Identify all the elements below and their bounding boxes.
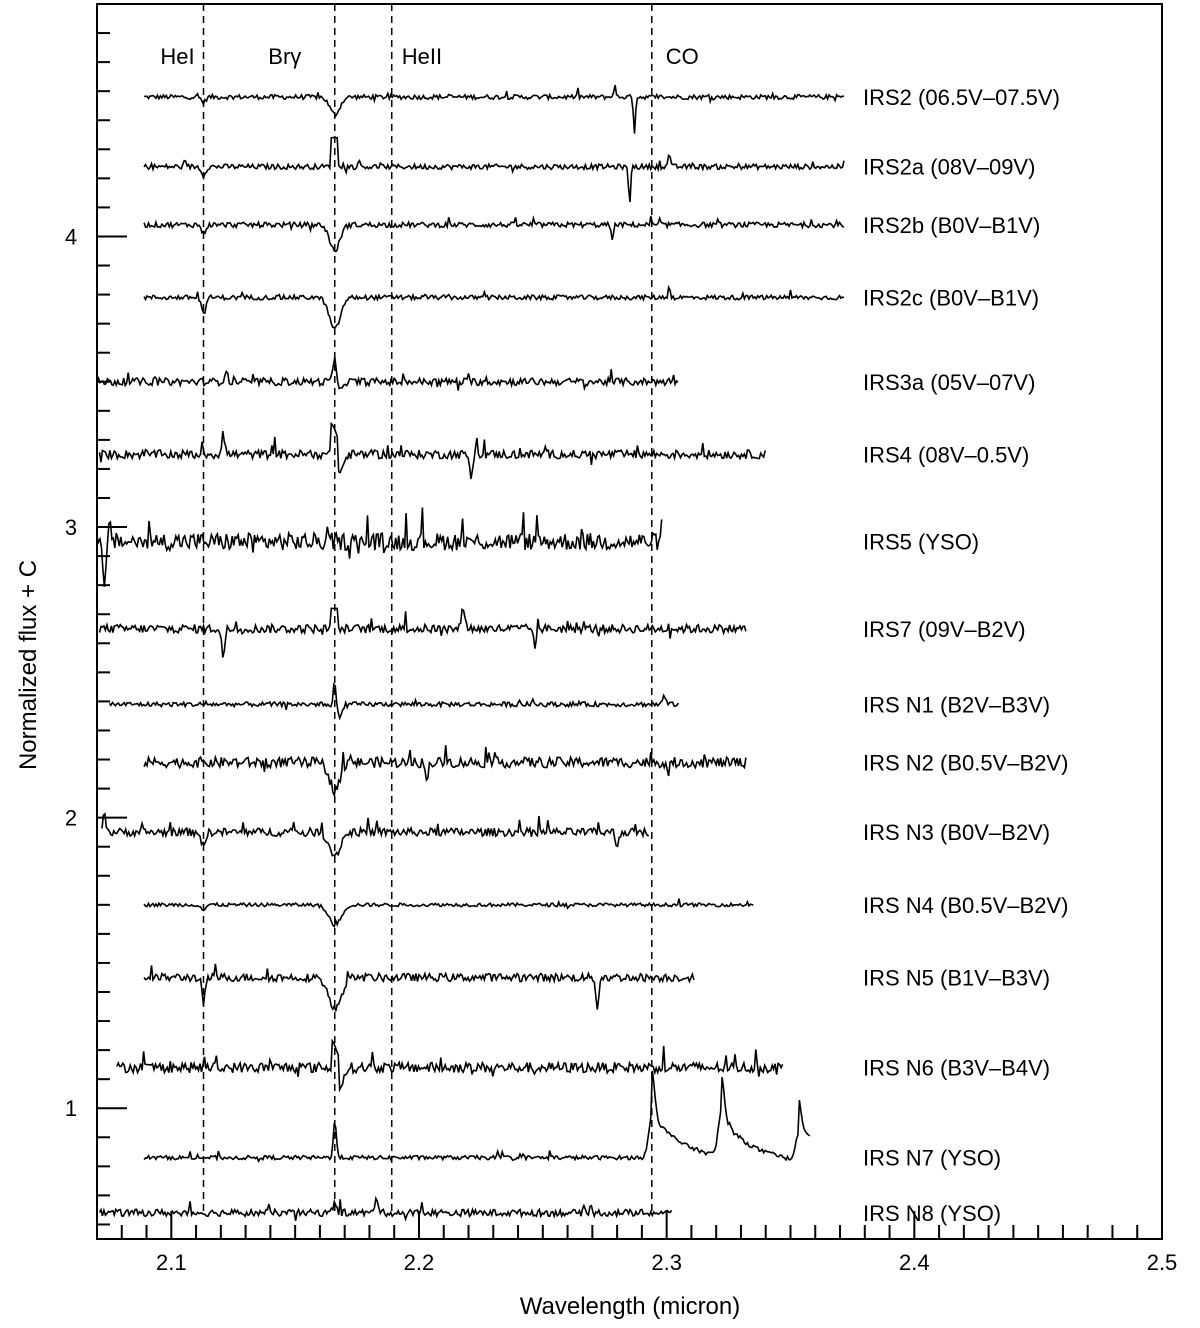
series-label: IRS2a (08V–09V) [863,155,1035,180]
reference-lines: HeI Brγ HeII CO [160,4,699,1211]
series-label: IRS2 (06.5V–07.5V) [863,85,1060,110]
reference-line-label: Brγ [268,44,301,69]
series-label: IRS N4 (B0.5V–B2V) [863,893,1068,918]
x-axis-title: Wavelength (micron) [520,1293,741,1320]
x-tick-label: 2.3 [651,1250,682,1275]
series-line [116,1038,784,1093]
series-label: IRS N5 (B1V–B3V) [863,965,1050,990]
series-line [98,607,747,658]
series-label: IRS N2 (B0.5V–B2V) [863,750,1068,775]
series-line [143,136,845,203]
reference-line-label: HeII [402,44,442,69]
y-axis-title: Normalized flux + C [15,560,42,770]
x-tick-label: 2.2 [404,1250,435,1275]
x-tick-label: 2.5 [1147,1250,1178,1275]
series-label: IRS N6 (B3V–B4V) [863,1056,1050,1081]
series-label: IRS N1 (B2V–B3V) [863,692,1050,717]
series-line [143,215,845,253]
series-line [101,812,650,857]
plot-frame [96,3,1163,1240]
series-line [143,284,845,329]
series-label: IRS2b (B0V–B1V) [863,213,1040,238]
series-line [143,1070,811,1164]
series-label: IRS N3 (B0V–B2V) [863,820,1050,845]
y-tick-label: 4 [65,224,77,249]
series-line [143,745,747,799]
series-label: IRS5 (YSO) [863,530,979,555]
series-line [143,898,754,928]
series-lines: IRS2 (06.5V–07.5V) IRS2a (08V–09V) IRS2b (… [96,84,1068,1226]
x-tick-label: 2.4 [899,1250,930,1275]
reference-line-label: CO [666,44,699,69]
y-tick-label: 2 [65,806,77,831]
series-label: IRS N7 (YSO) [863,1146,1001,1171]
series-label: IRS2c (B0V–B1V) [863,285,1039,310]
series-label: IRS N8 (YSO) [863,1201,1001,1226]
y-tick-label: 3 [65,515,77,540]
series-line [96,507,663,587]
series-line [143,963,695,1012]
axes: 2.1 2.2 2.3 2.4 2.5 1 2 3 4 [65,3,1178,1275]
reference-line-label: HeI [160,44,194,69]
series-line [98,421,766,480]
series-line [144,84,845,134]
series-line [108,682,680,721]
y-tick-label: 1 [65,1096,77,1121]
series-label: IRS3a (05V–07V) [863,370,1035,395]
series-line [98,1195,673,1222]
series-line [96,356,679,392]
x-tick-label: 2.1 [156,1250,187,1275]
series-label: IRS4 (08V–0.5V) [863,442,1029,467]
series-label: IRS7 (09V–B2V) [863,617,1026,642]
